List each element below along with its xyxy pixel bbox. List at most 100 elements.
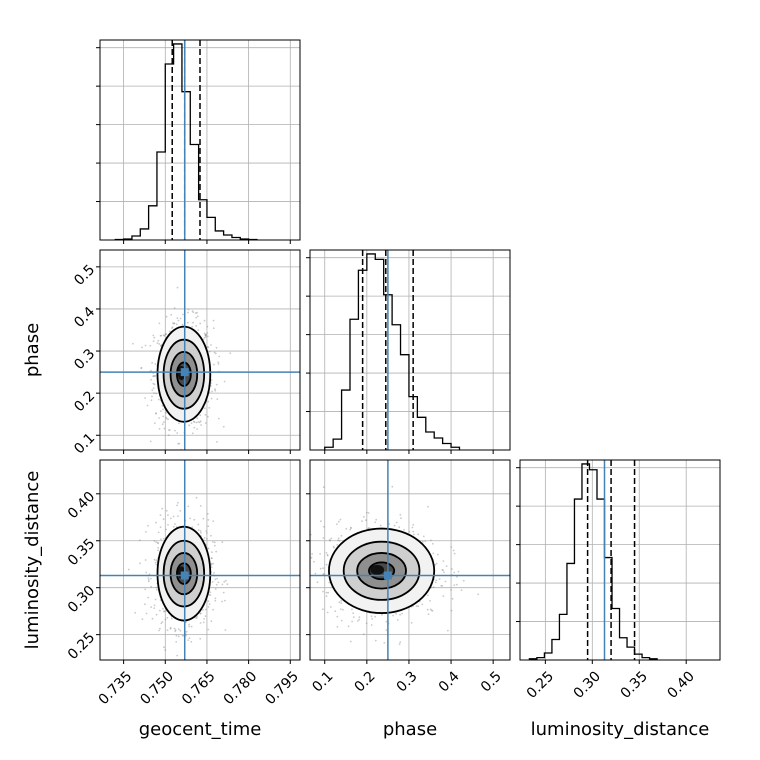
sample-point [319, 567, 322, 570]
sample-point [444, 580, 447, 583]
sample-point [199, 322, 202, 325]
sample-point [144, 588, 147, 591]
sample-point [153, 558, 156, 561]
sample-point [204, 422, 207, 424]
sample-point [204, 333, 207, 336]
sample-point [153, 607, 156, 609]
sample-point [190, 422, 193, 424]
sample-point [385, 629, 388, 631]
sample-point [176, 432, 179, 434]
sample-point [330, 537, 333, 540]
sample-point [210, 620, 213, 623]
sample-point [361, 520, 363, 522]
sample-point [338, 601, 341, 604]
sample-point [421, 603, 424, 606]
sample-point [370, 615, 373, 618]
sample-point [319, 553, 321, 555]
sample-point [417, 533, 420, 536]
sample-point [398, 526, 401, 529]
sample-point [155, 586, 158, 589]
sample-point [217, 581, 220, 584]
sample-point [205, 530, 208, 532]
sample-point [422, 540, 424, 543]
sample-point [176, 317, 179, 320]
histogram-step-line [528, 463, 658, 660]
sample-point [192, 311, 195, 314]
sample-point [190, 641, 193, 643]
sample-point [374, 615, 377, 618]
sample-point [173, 307, 176, 310]
sample-point [165, 509, 168, 512]
sample-point [345, 527, 348, 530]
sample-point [349, 640, 352, 643]
sample-point [203, 618, 206, 620]
sample-point [177, 628, 180, 630]
y-tick-label: 0.40 [65, 489, 98, 522]
contour-line [162, 539, 206, 608]
sample-point [191, 432, 194, 435]
sample-point [206, 346, 209, 348]
sample-point [375, 518, 378, 521]
sample-point [329, 606, 332, 608]
sample-point [176, 504, 178, 507]
contour-line [342, 540, 421, 601]
sample-point [310, 556, 313, 559]
sample-point [326, 554, 329, 556]
sample-point [158, 629, 160, 632]
x-tick-label: 0.2 [352, 668, 379, 695]
sample-point [217, 417, 220, 420]
sample-point [141, 346, 144, 349]
sample-point [424, 540, 427, 543]
sample-point [132, 342, 134, 345]
sample-point [221, 600, 224, 603]
sample-point [352, 612, 355, 615]
sample-point [408, 530, 411, 533]
sample-point [195, 496, 198, 499]
sample-point [388, 523, 391, 525]
sample-point [164, 333, 167, 335]
sample-point [442, 569, 444, 572]
sample-point [196, 615, 198, 618]
sample-point [165, 315, 168, 318]
sample-point [199, 637, 202, 640]
sample-point [396, 619, 399, 621]
sample-point [176, 286, 179, 289]
sample-point [417, 605, 420, 608]
sample-point [174, 429, 176, 432]
sample-point [155, 521, 157, 524]
sample-point [151, 395, 153, 398]
sample-point [326, 611, 329, 614]
sample-point [190, 625, 193, 628]
sample-point [155, 541, 158, 543]
sample-point [214, 389, 217, 392]
sample-point [320, 520, 322, 523]
sample-point [200, 531, 202, 534]
sample-point [169, 517, 172, 520]
sample-point [147, 596, 150, 599]
sample-point [358, 618, 361, 621]
contour-line [156, 325, 212, 423]
sample-point [194, 312, 197, 314]
sample-point [167, 524, 169, 526]
sample-point [415, 605, 418, 607]
sample-point [202, 621, 205, 624]
sample-point [362, 633, 365, 636]
sample-point [198, 421, 201, 424]
sample-point [170, 617, 173, 620]
sample-point [333, 546, 335, 549]
sample-point [153, 375, 155, 377]
sample-point [157, 531, 160, 534]
sample-point [316, 581, 319, 584]
sample-point [222, 425, 225, 428]
sample-point [165, 333, 168, 335]
x-tick-label: 0.35 [618, 668, 651, 701]
sample-point [172, 322, 174, 324]
sample-point [174, 523, 176, 525]
sample-point [152, 375, 155, 378]
sample-point [207, 519, 210, 521]
sample-point [338, 539, 341, 542]
sample-point [151, 617, 154, 620]
sample-point [216, 577, 219, 580]
sample-point [214, 352, 217, 355]
sample-point [179, 629, 182, 632]
